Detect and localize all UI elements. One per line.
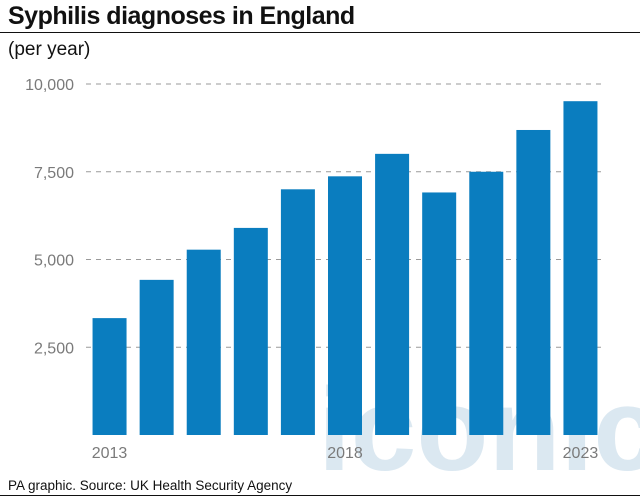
bar-2017	[280, 189, 315, 435]
bar-2022	[516, 129, 551, 435]
chart-subtitle: (per year)	[8, 39, 91, 60]
y-tick-label: 5,000	[34, 253, 74, 270]
x-tick-label: 2013	[92, 445, 128, 462]
title-rule	[0, 32, 640, 33]
bar-2018	[328, 176, 362, 436]
y-tick-label: 7,500	[34, 165, 74, 182]
y-tick-label: 10,000	[25, 77, 74, 94]
x-tick-label: 2023	[563, 445, 599, 462]
x-axis-ticks: 2013 2018 2023	[92, 445, 599, 462]
chart-title: Syphilis diagnoses in England	[8, 2, 355, 30]
bar-2021	[469, 171, 504, 435]
bar-2014	[139, 279, 174, 435]
bar-2019	[375, 153, 410, 435]
y-tick-label: 2,500	[34, 340, 74, 357]
bar-2013	[92, 318, 127, 435]
bar-2016	[233, 227, 268, 435]
bar-2015	[186, 249, 221, 435]
bar-2020	[422, 192, 457, 435]
bar-2023	[563, 101, 598, 435]
y-axis-ticks: 2,500 5,000 7,500 10,000	[25, 77, 74, 357]
footer-rule	[0, 495, 640, 496]
source-note: PA graphic. Source: UK Health Security A…	[8, 478, 293, 493]
x-tick-label: 2018	[327, 445, 363, 462]
bars	[92, 101, 598, 436]
